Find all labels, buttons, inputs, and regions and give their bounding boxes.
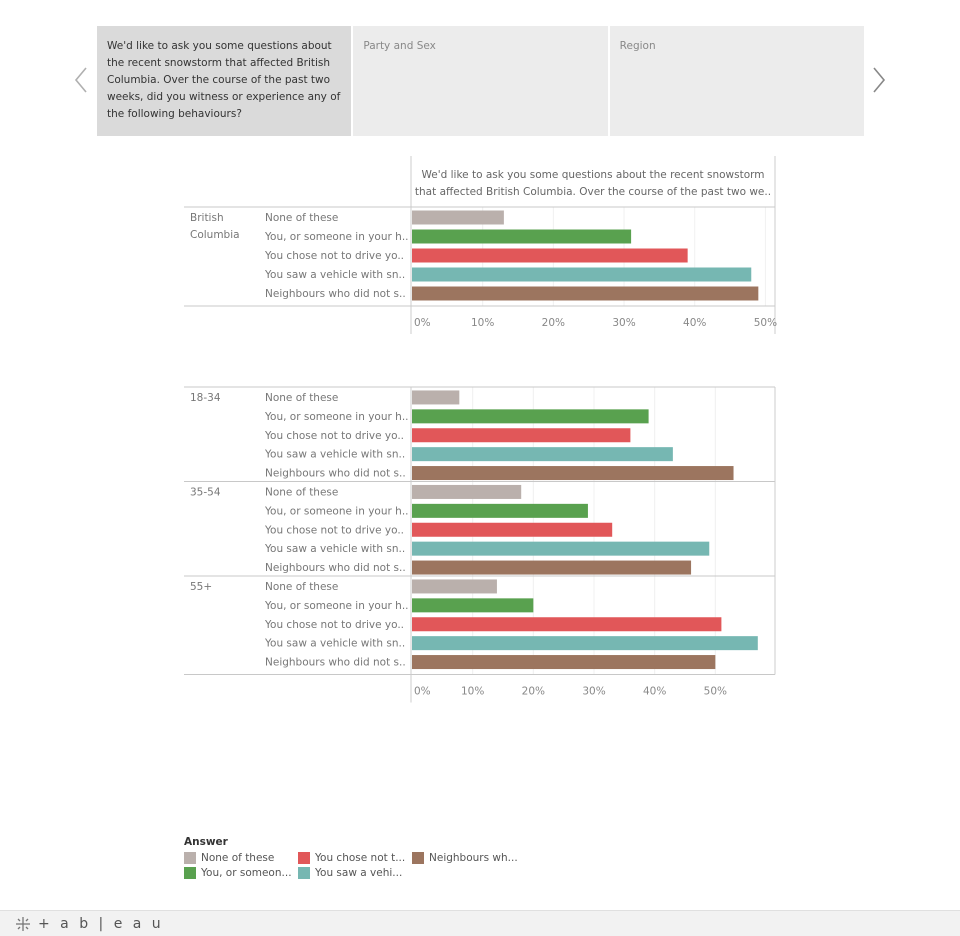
group-label: 55+ (190, 581, 212, 593)
category-label: You, or someone in your h.. (264, 505, 409, 517)
legend-label: You saw a vehi... (315, 867, 403, 879)
x-tick-label: 10% (471, 317, 494, 329)
x-tick-label: 30% (612, 317, 635, 329)
legend-label: None of these (201, 852, 275, 864)
bar (412, 409, 649, 424)
category-label: None of these (265, 487, 338, 499)
story-point-region[interactable]: Region (609, 26, 864, 136)
x-tick-label: 10% (461, 686, 484, 698)
legend-swatch (298, 852, 310, 864)
legend-item-neighbours[interactable]: Neighbours wh... (412, 852, 532, 864)
x-tick-label: 40% (683, 317, 706, 329)
x-tick-label: 40% (643, 686, 666, 698)
group-label-line2: Columbia (190, 229, 240, 241)
legend-title: Answer (184, 836, 228, 848)
category-label: Neighbours who did not s.. (265, 657, 406, 669)
category-label: You saw a vehicle with sn.. (264, 543, 405, 555)
chevron-left-icon (74, 67, 87, 93)
story-point-snowstorm[interactable]: We'd like to ask you some questions abou… (97, 26, 352, 136)
column-header-line1: We'd like to ask you some questions abou… (422, 169, 765, 181)
bar (412, 560, 692, 575)
category-label: You, or someone in your h.. (264, 411, 409, 423)
bar (412, 267, 752, 282)
answer-legend: Answer None of these You chose not t... … (184, 836, 532, 879)
age-behaviours-chart: 18-34 None of these You, or someone in you… (184, 386, 776, 703)
bar (412, 655, 716, 670)
bar (412, 428, 631, 443)
bar (412, 466, 734, 481)
category-label: You saw a vehicle with sn.. (264, 449, 405, 461)
category-label: Neighbours who did not s.. (265, 288, 406, 300)
tableau-wordmark: + a b | e a u (38, 916, 164, 932)
legend-swatch (412, 852, 424, 864)
category-label: You chose not to drive yo.. (264, 524, 404, 536)
category-label: You saw a vehicle with sn.. (264, 269, 405, 281)
legend-item-saw-vehicle[interactable]: You saw a vehi... (298, 867, 412, 879)
category-label: You, or someone in your h.. (264, 600, 409, 612)
x-tick-label: 50% (754, 317, 777, 329)
category-label: None of these (265, 212, 338, 224)
legend-swatch (298, 867, 310, 879)
legend-item-none[interactable]: None of these (184, 852, 298, 864)
category-label: Neighbours who did not s.. (265, 468, 406, 480)
category-label: Neighbours who did not s.. (265, 562, 406, 574)
bar (412, 390, 460, 405)
bar (412, 636, 758, 651)
bar (412, 598, 534, 613)
story-point-party-sex[interactable]: Party and Sex (353, 26, 608, 136)
bar (412, 579, 497, 594)
x-tick-label: 0% (414, 317, 431, 329)
column-header-line2: that affected British Columbia. Over the… (415, 186, 771, 198)
group-label-line1: British (190, 212, 224, 224)
category-label: You saw a vehicle with sn.. (264, 638, 405, 650)
x-tick-label: 20% (522, 686, 545, 698)
legend-item-chose-not-drive[interactable]: You chose not t... (298, 852, 412, 864)
x-tick-label: 0% (414, 686, 431, 698)
story-prev-button[interactable] (68, 60, 92, 100)
chevron-right-icon (873, 67, 886, 93)
bc-behaviours-chart: We'd like to ask you some questions abou… (184, 156, 777, 334)
legend-swatch (184, 867, 196, 879)
bar (412, 210, 504, 225)
category-label: You, or someone in your h.. (264, 231, 409, 243)
category-label: None of these (265, 392, 338, 404)
bar (412, 484, 522, 499)
category-label: You chose not to drive yo.. (264, 619, 404, 631)
x-tick-label: 50% (704, 686, 727, 698)
tableau-logo-icon (16, 917, 30, 931)
x-tick-label: 30% (582, 686, 605, 698)
group-label: 35-54 (190, 487, 221, 499)
story-next-button[interactable] (868, 60, 892, 100)
x-tick-label: 20% (542, 317, 565, 329)
bar (412, 617, 722, 632)
footer-bar: + a b | e a u (0, 910, 960, 936)
bar (412, 522, 613, 537)
bar (412, 286, 759, 301)
story-navigator: We'd like to ask you some questions abou… (97, 26, 864, 136)
bar (412, 447, 673, 462)
category-label: You chose not to drive yo.. (264, 250, 404, 262)
bar (412, 541, 710, 556)
legend-label: You chose not t... (315, 852, 406, 864)
group-label: 18-34 (190, 392, 221, 404)
category-label: You chose not to drive yo.. (264, 430, 404, 442)
legend-label: Neighbours wh... (429, 852, 518, 864)
category-label: None of these (265, 581, 338, 593)
bar (412, 248, 688, 263)
legend-item-household[interactable]: You, or someon... (184, 867, 298, 879)
bar (412, 503, 588, 518)
legend-label: You, or someon... (201, 867, 292, 879)
legend-swatch (184, 852, 196, 864)
tableau-logo[interactable]: + a b | e a u (14, 915, 164, 933)
bar (412, 229, 632, 244)
